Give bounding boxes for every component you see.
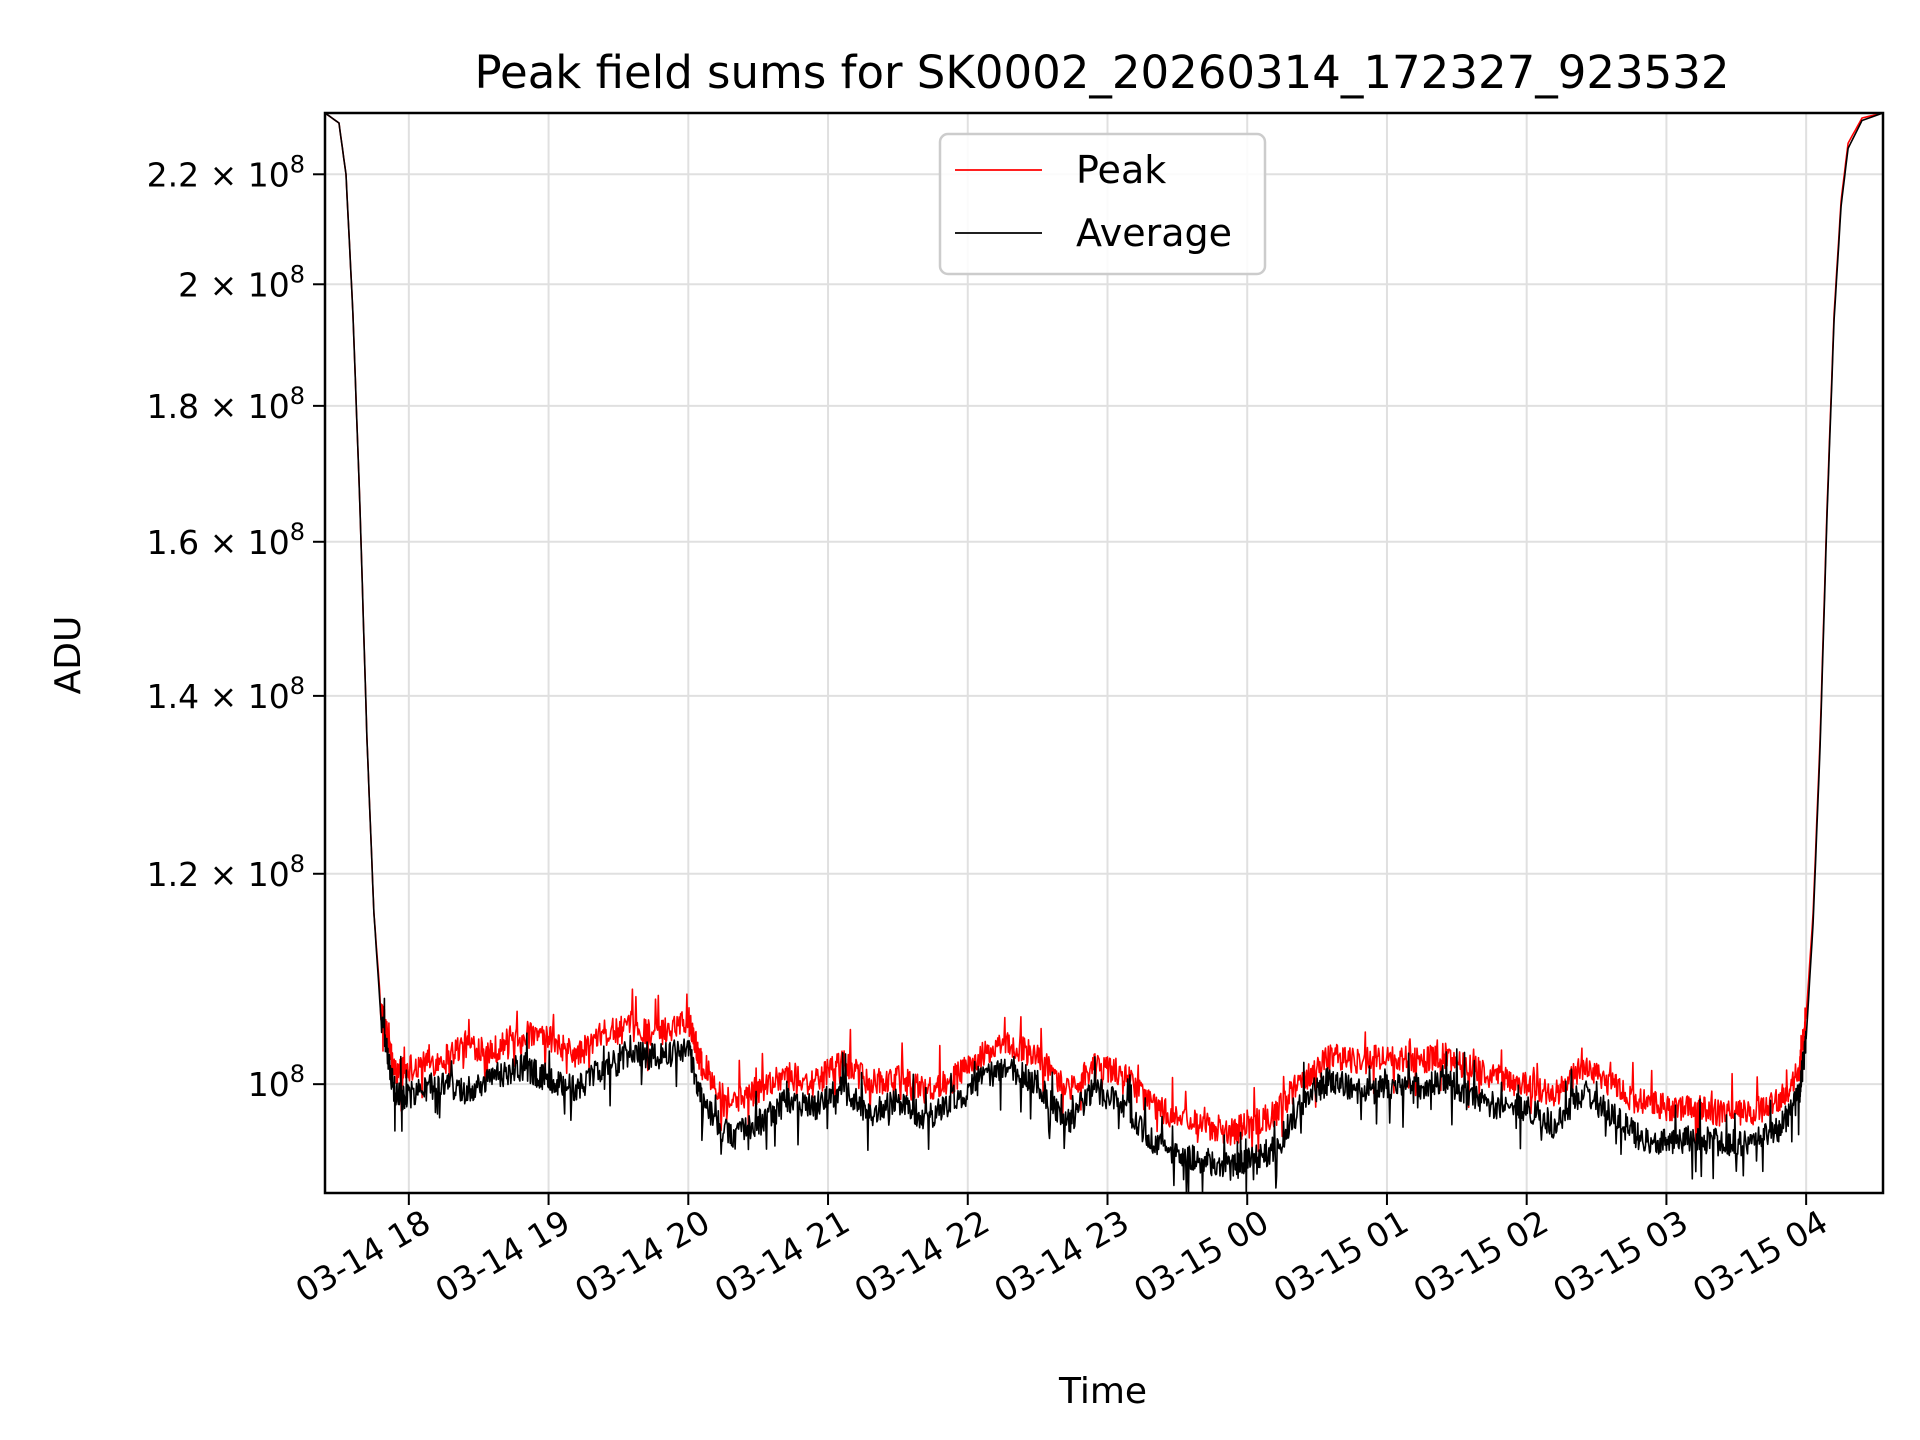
y-tick-mantissa: 2 × 10 xyxy=(178,265,290,304)
y-tick-label: 1.2 × 108 xyxy=(147,850,305,894)
y-axis-label: ADU xyxy=(48,616,89,695)
series-line-average xyxy=(324,112,1884,1194)
series-layer xyxy=(324,112,1884,1194)
y-tick-exponent: 8 xyxy=(290,850,305,878)
legend-peak-label: Peak xyxy=(1076,148,1166,192)
legend-box xyxy=(938,132,1267,276)
y-tick-exponent: 8 xyxy=(290,672,305,700)
legend-average-label: Average xyxy=(1076,211,1232,255)
y-tick-label: 108 xyxy=(248,1060,305,1104)
y-tick-mantissa: 1.6 × 10 xyxy=(147,523,290,562)
y-tick-mantissa: 1.2 × 10 xyxy=(147,855,290,894)
y-tick-mantissa: 10 xyxy=(248,1065,290,1104)
x-axis-label: Time xyxy=(1058,1371,1147,1412)
y-tick-label: 1.8 × 108 xyxy=(147,382,305,426)
plot-frame xyxy=(323,111,1885,1195)
y-tick-exponent: 8 xyxy=(290,1060,305,1088)
y-tick-exponent: 8 xyxy=(290,150,305,178)
y-tick-label: 1.4 × 108 xyxy=(147,672,305,716)
y-tick-label: 1.6 × 108 xyxy=(147,518,305,562)
y-tick-mantissa: 1.4 × 10 xyxy=(147,677,290,716)
chart-title: Peak field sums for SK0002_20260314_1723… xyxy=(475,46,1730,99)
y-tick-label: 2 × 108 xyxy=(178,260,305,304)
y-tick-mantissa: 2.2 × 10 xyxy=(147,155,290,194)
y-tick-exponent: 8 xyxy=(290,518,305,546)
legend: Peak Average xyxy=(938,132,1267,276)
y-tick-exponent: 8 xyxy=(290,260,305,288)
y-tick-label: 2.2 × 108 xyxy=(147,150,305,194)
y-tick-exponent: 8 xyxy=(290,382,305,410)
y-tick-mantissa: 1.8 × 10 xyxy=(147,387,290,426)
